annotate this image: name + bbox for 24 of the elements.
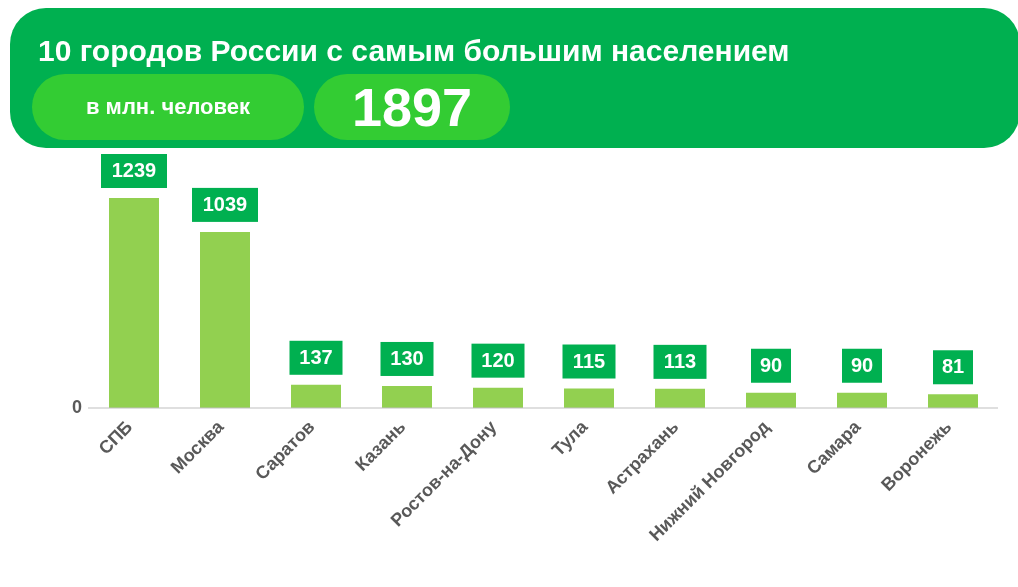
data-label: 137	[299, 345, 333, 368]
data-label: 90	[850, 353, 874, 376]
data-label: 113	[663, 349, 697, 372]
bar	[200, 231, 250, 408]
chart-title: 10 городов России с самым большим населением	[38, 34, 790, 68]
bar	[382, 385, 432, 408]
bar	[564, 388, 614, 408]
bar	[291, 384, 341, 408]
bar	[837, 392, 887, 408]
data-label: 81	[941, 355, 965, 378]
data-label: 120	[481, 348, 515, 371]
bar	[746, 392, 796, 408]
bar	[655, 388, 705, 408]
data-label: 130	[390, 346, 424, 369]
data-label: 90	[759, 353, 783, 376]
bar	[928, 394, 978, 408]
bar	[473, 387, 523, 408]
text: 0	[71, 397, 82, 418]
data-label: 1039	[202, 192, 248, 215]
data-label: 115	[572, 349, 606, 372]
text: в млн. человек	[32, 74, 304, 140]
bar	[109, 198, 159, 408]
data-label: 1239	[111, 159, 157, 181]
text: 1897	[314, 74, 510, 140]
